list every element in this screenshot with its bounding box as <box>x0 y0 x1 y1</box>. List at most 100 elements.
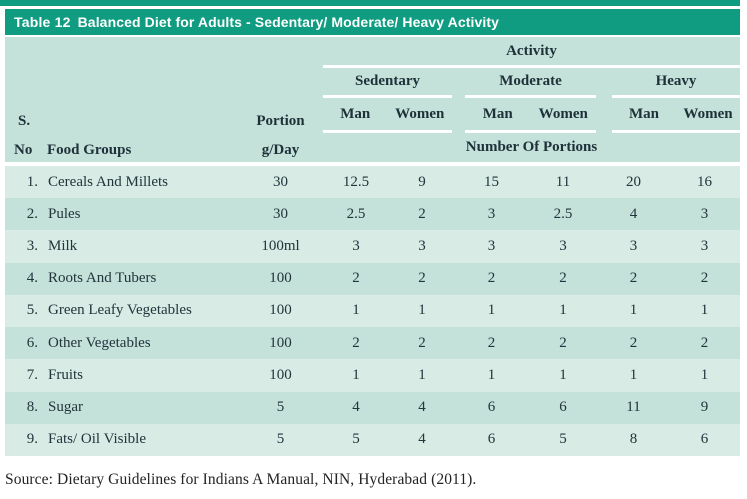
portion-value: 30 <box>273 173 288 190</box>
portion-count: 1 <box>700 302 709 319</box>
table-row: 8. Sugar 5 4 4 6 6 11 9 <box>5 391 740 424</box>
portion-count: 1 <box>418 366 426 383</box>
food-groups-header: Food Groups <box>47 142 132 158</box>
portion-count: 2 <box>559 270 567 287</box>
row-number: 3. <box>26 238 38 255</box>
table-row: 5. Green Leafy Vegetables 100 1 1 1 1 1 … <box>5 294 740 328</box>
row-number: 7. <box>26 366 38 383</box>
portion-count: 6 <box>700 431 709 448</box>
food-group-name: Sugar <box>48 399 83 416</box>
portion-count: 3 <box>487 205 496 222</box>
moderate-man-women-header: Man Women <box>465 98 596 133</box>
portion-count: 1 <box>352 366 360 383</box>
food-group-name: Fats/ Oil Visible <box>48 431 146 448</box>
row-number: 4. <box>26 270 38 287</box>
portion-count: 1 <box>418 302 426 319</box>
portion-count: 2 <box>700 270 709 287</box>
portion-count: 4 <box>418 431 426 448</box>
food-group-name: Pules <box>48 205 81 222</box>
portion-count: 1 <box>559 366 567 383</box>
food-group-name: Green Leafy Vegetables <box>48 302 192 319</box>
sno-header-bottom: No <box>14 142 33 158</box>
table-body: 1. Cereals And Millets 30 12.5 9 15 11 2… <box>5 166 740 456</box>
portion-count: 1 <box>352 302 360 319</box>
row-number: 2. <box>26 205 38 222</box>
table-row: 2. Pules 30 2.5 2 3 2.5 4 3 <box>5 198 740 231</box>
portion-value: 100 <box>269 302 292 319</box>
header-row-activity: Activity <box>5 37 740 68</box>
group-header-heavy: Heavy <box>612 68 740 98</box>
row-number: 6. <box>26 334 38 351</box>
man-header: Man <box>482 105 513 122</box>
portion-count: 12.5 <box>342 173 370 190</box>
top-rule <box>0 0 740 6</box>
portion-count: 6 <box>487 399 496 416</box>
portion-count: 3 <box>487 238 496 255</box>
man-header: Man <box>629 105 659 122</box>
portion-header-bottom: g/Day <box>261 142 300 158</box>
portion-count: 8 <box>629 431 638 448</box>
table-row: 7. Fruits 100 1 1 1 1 1 1 <box>5 359 740 392</box>
portion-count: 11 <box>626 399 641 416</box>
number-of-portions-header: Number Of Portions <box>465 139 598 155</box>
portion-count: 11 <box>555 173 571 190</box>
portion-count: 4 <box>418 399 426 416</box>
portion-count: 5 <box>559 431 567 448</box>
portion-count: 6 <box>559 399 567 416</box>
women-header: Women <box>395 105 445 122</box>
food-group-name: Milk <box>48 238 78 255</box>
portion-count: 1 <box>629 302 638 319</box>
food-group-name: Roots And Tubers <box>48 270 157 287</box>
group-header-moderate: Moderate <box>465 68 596 98</box>
portion-count: 4 <box>629 205 638 222</box>
group-header-sedentary: Sedentary <box>323 68 452 98</box>
portion-value: 100 <box>269 334 292 351</box>
portion-count: 2.5 <box>346 205 366 222</box>
portion-count: 4 <box>352 399 360 416</box>
portion-count: 15 <box>484 173 499 190</box>
portion-count: 3 <box>559 238 567 255</box>
portion-count: 3 <box>700 238 709 255</box>
table-title: Balanced Diet for Adults - Sedentary/ Mo… <box>77 14 499 30</box>
portion-count: 3 <box>352 238 360 255</box>
portion-value: 5 <box>276 399 285 416</box>
women-header: Women <box>538 105 588 122</box>
portion-count: 3 <box>418 238 426 255</box>
portion-count: 2 <box>487 334 496 351</box>
spacer <box>40 98 238 133</box>
portion-count: 3 <box>629 238 638 255</box>
portion-count: 2 <box>418 334 426 351</box>
sedentary-man-women-header: Man Women <box>323 98 452 133</box>
portion-count: 1 <box>487 366 496 383</box>
portion-count: 2 <box>629 270 638 287</box>
food-group-name: Cereals And Millets <box>48 173 168 190</box>
portion-header-top: Portion <box>256 113 305 129</box>
portion-count: 2 <box>418 205 426 222</box>
portion-count: 2 <box>700 334 709 351</box>
source-note: Source: Dietary Guidelines for Indians A… <box>5 471 477 488</box>
portion-value: 100 <box>269 270 292 287</box>
sno-header-top: S. <box>18 113 31 129</box>
portion-value: 100 <box>269 366 292 383</box>
portion-count: 1 <box>700 366 709 383</box>
portion-count: 2 <box>418 270 426 287</box>
man-header: Man <box>340 105 371 122</box>
women-header: Women <box>683 105 733 122</box>
portion-count: 5 <box>352 431 360 448</box>
food-group-name: Other Vegetables <box>48 334 151 351</box>
table-row: 9. Fats/ Oil Visible 5 5 4 6 5 8 6 <box>5 423 740 456</box>
row-number: 9. <box>26 431 38 448</box>
portion-count: 2 <box>559 334 567 351</box>
portion-count: 2 <box>629 334 638 351</box>
portion-value: 5 <box>276 431 285 448</box>
portion-count: 3 <box>700 205 709 222</box>
portion-count: 2.5 <box>553 205 573 222</box>
row-number: 8. <box>26 399 38 416</box>
portion-count: 16 <box>697 173 712 190</box>
portion-count: 6 <box>487 431 496 448</box>
header-row-sex: S. Portion Man Women Man Women Man Women <box>5 98 740 133</box>
header-row-groups: Sedentary Moderate Heavy <box>5 68 740 98</box>
table-row: 1. Cereals And Millets 30 12.5 9 15 11 2… <box>5 166 740 199</box>
table-number: Table 12 <box>14 14 71 30</box>
